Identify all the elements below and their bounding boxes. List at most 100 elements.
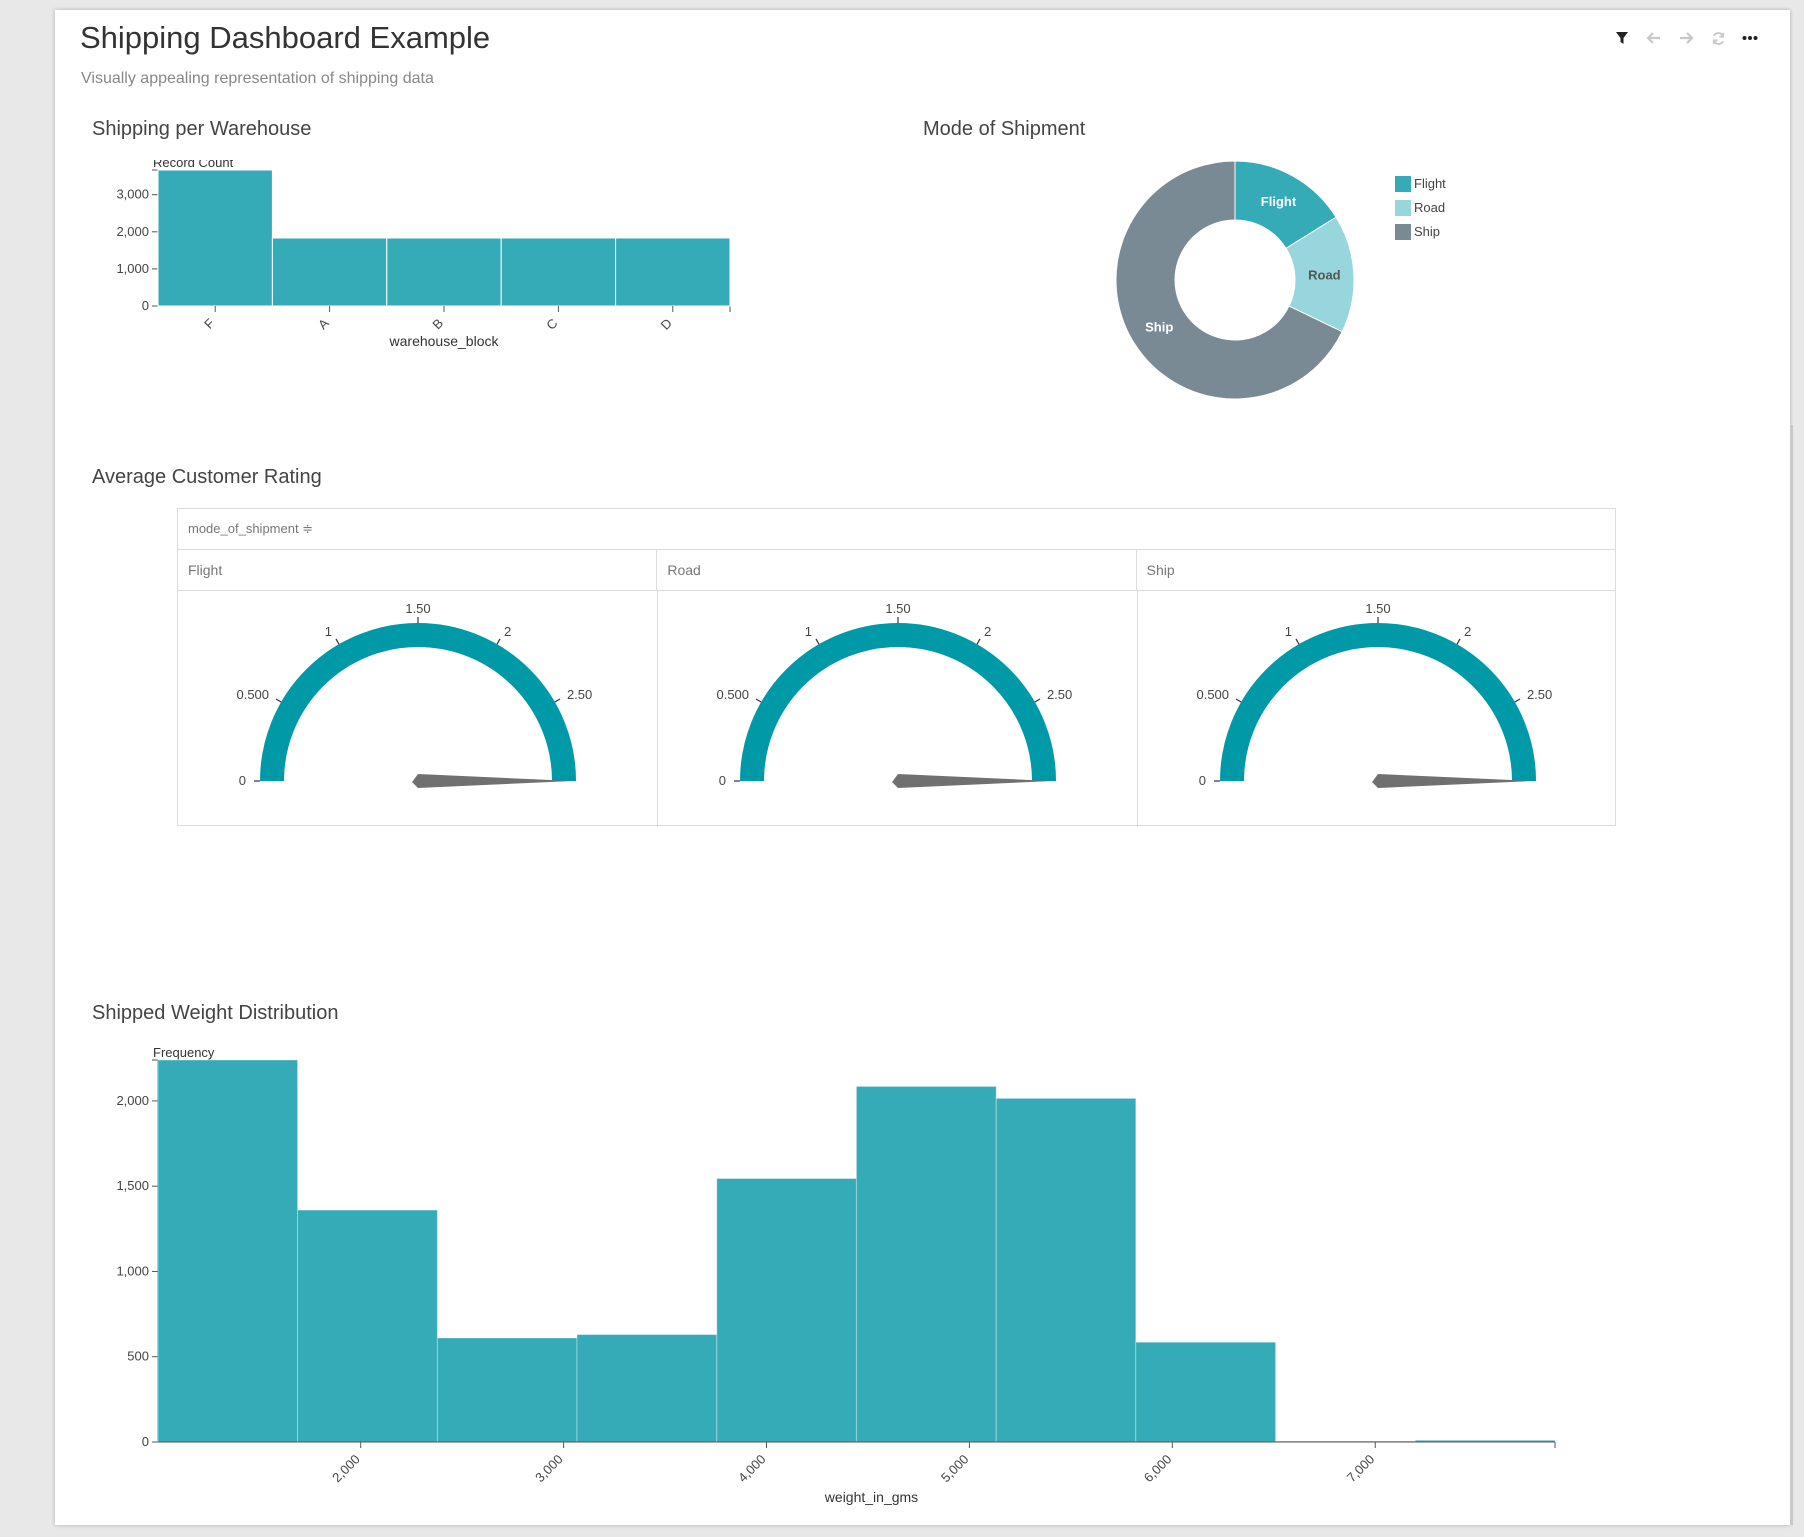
arrow-left-icon — [1646, 32, 1660, 44]
refresh-icon — [1712, 31, 1724, 45]
histogram-bar — [576, 1334, 718, 1443]
x-tick-label: B — [429, 316, 446, 333]
warehouse-panel-title: Shipping per Warehouse — [92, 118, 312, 140]
gauge-tick-label: 0 — [239, 773, 246, 788]
x-axis-label: warehouse_block — [389, 333, 500, 349]
gauge-tick-label: 0.500 — [236, 687, 269, 702]
rating-panel-title: Average Customer Rating — [92, 466, 322, 488]
legend-swatch-flight — [1395, 176, 1411, 192]
x-tick-label: 3,000 — [532, 1452, 566, 1486]
gauge-cell-road: 0 0.500 1 1.50 2 2.50 — [658, 591, 1138, 827]
gauge-track — [740, 623, 1056, 782]
y-tick-label: 3,000 — [116, 187, 149, 202]
gauge-track — [1220, 623, 1536, 782]
y-axis-label: Record Count — [153, 160, 234, 170]
gauge-tick-label: 1 — [1285, 624, 1292, 639]
gauge-needle — [1372, 774, 1533, 788]
filter-button[interactable] — [1612, 28, 1632, 48]
x-tick-label: 7,000 — [1344, 1452, 1378, 1486]
gauge-tick-label: 2 — [1464, 624, 1471, 639]
gauge-needle — [412, 774, 573, 788]
more-button[interactable] — [1740, 28, 1760, 48]
legend-label-flight: Flight — [1414, 176, 1446, 191]
gauge-tick-label: 1 — [805, 624, 812, 639]
rating-table-header-label: mode_of_shipment ≑ — [188, 521, 314, 536]
y-tick-label: 1,500 — [116, 1178, 149, 1193]
x-tick-label: C — [543, 316, 560, 333]
gauge-value-arc — [260, 623, 576, 782]
warehouse-chart: Record Count 0 1,000 2,000 3,000 F A B C Dwarehou… — [116, 160, 731, 349]
x-axis-label: weight_in_gms — [824, 1489, 918, 1505]
slice-label-road: Road — [1308, 267, 1341, 282]
x-tick-label: 5,000 — [938, 1452, 972, 1486]
rating-gauges-row: 0 0.500 1 1.50 2 2.50 0 0.500 1 1.50 2 2.50 0 0.500… — [178, 591, 1615, 827]
gauge-cell-ship: 0 0.500 1 1.50 2 2.50 — [1138, 591, 1617, 827]
legend-swatch-road — [1395, 200, 1411, 216]
gauge-road: 0 0.500 1 1.50 2 2.50 — [716, 601, 1072, 788]
x-tick-label: 4,000 — [735, 1452, 769, 1486]
gauge-tick-label: 0 — [1199, 773, 1206, 788]
histogram-bar — [436, 1337, 578, 1443]
gauge-ship: 0 0.500 1 1.50 2 2.50 — [1196, 601, 1552, 788]
y-tick-label: 2,000 — [116, 224, 149, 239]
back-button[interactable] — [1644, 28, 1664, 48]
gauge-value-arc — [740, 623, 1056, 782]
y-tick-label: 500 — [127, 1349, 149, 1364]
y-tick-label: 2,000 — [116, 1093, 149, 1108]
dashboard-page: Shipping Dashboard Example Visually appe… — [55, 10, 1790, 1525]
x-tick-label: D — [658, 316, 675, 333]
gauge-tick-label: 2.50 — [1047, 687, 1072, 702]
gauge-tick — [275, 698, 282, 703]
x-tick-label: A — [315, 315, 332, 332]
legend-label-road: Road — [1414, 200, 1445, 215]
gauge-tick — [1295, 638, 1300, 645]
bar-B — [386, 237, 502, 307]
y-tick-label: 1,000 — [116, 261, 149, 276]
gauge-needle — [892, 774, 1053, 788]
filter-icon — [1616, 32, 1628, 44]
page-scrollbar[interactable] — [1790, 425, 1793, 1525]
gauge-tick — [1034, 698, 1041, 703]
gauge-tick-label: 1.50 — [405, 601, 430, 616]
slice-ship — [1115, 160, 1343, 400]
gauge-tick — [755, 698, 762, 703]
histogram-bar — [995, 1097, 1137, 1443]
forward-button[interactable] — [1676, 28, 1696, 48]
x-tick-label: 6,000 — [1141, 1452, 1175, 1486]
page-title: Shipping Dashboard Example — [80, 20, 491, 55]
rating-column-flight: Flight — [178, 550, 658, 590]
x-tick-label: 2,000 — [329, 1452, 363, 1486]
y-tick-label: 0 — [142, 298, 149, 313]
rating-column-ship: Ship — [1146, 562, 1175, 578]
gauge-tick-label: 2.50 — [1527, 687, 1552, 702]
bar-A — [271, 237, 388, 307]
bar-C — [500, 237, 617, 307]
rating-table-header[interactable]: mode_of_shipment ≑ — [178, 509, 1615, 550]
weight-chart: Frequency 0 500 1,000 1,500 2,000 2,000 3,000 4,… — [116, 1045, 1556, 1505]
gauge-tick — [554, 698, 561, 703]
gauge-tick-label: 0 — [719, 773, 726, 788]
gauge-tick — [976, 638, 981, 645]
gauge-flight: 0 0.500 1 1.50 2 2.50 — [236, 601, 592, 788]
gauge-tick — [1514, 698, 1521, 703]
histogram-bar — [855, 1085, 997, 1443]
refresh-button[interactable] — [1708, 28, 1728, 48]
mode-chart: Flight Road Ship Flight Road Ship — [1115, 160, 1446, 400]
bar-F — [157, 169, 273, 307]
rating-table-columns: Flight Road Ship — [178, 550, 1615, 591]
histogram-bar — [157, 1059, 299, 1443]
y-tick-label: 1,000 — [116, 1263, 149, 1278]
y-axis-label: Frequency — [153, 1045, 215, 1060]
legend-label-ship: Ship — [1414, 224, 1440, 239]
gauge-tick-label: 0.500 — [716, 687, 749, 702]
histogram-bar — [297, 1209, 438, 1443]
gauge-tick-label: 2 — [984, 624, 991, 639]
slice-label-ship: Ship — [1145, 320, 1173, 335]
gauge-cell-flight: 0 0.500 1 1.50 2 2.50 — [178, 591, 658, 827]
legend-swatch-ship — [1395, 224, 1411, 240]
histogram-bar — [716, 1178, 857, 1443]
rating-column-road: Road — [657, 550, 1137, 590]
page-subtitle: Visually appealing representation of shi… — [81, 70, 434, 87]
mode-panel-title: Mode of Shipment — [923, 118, 1086, 140]
gauge-tick — [815, 638, 820, 645]
